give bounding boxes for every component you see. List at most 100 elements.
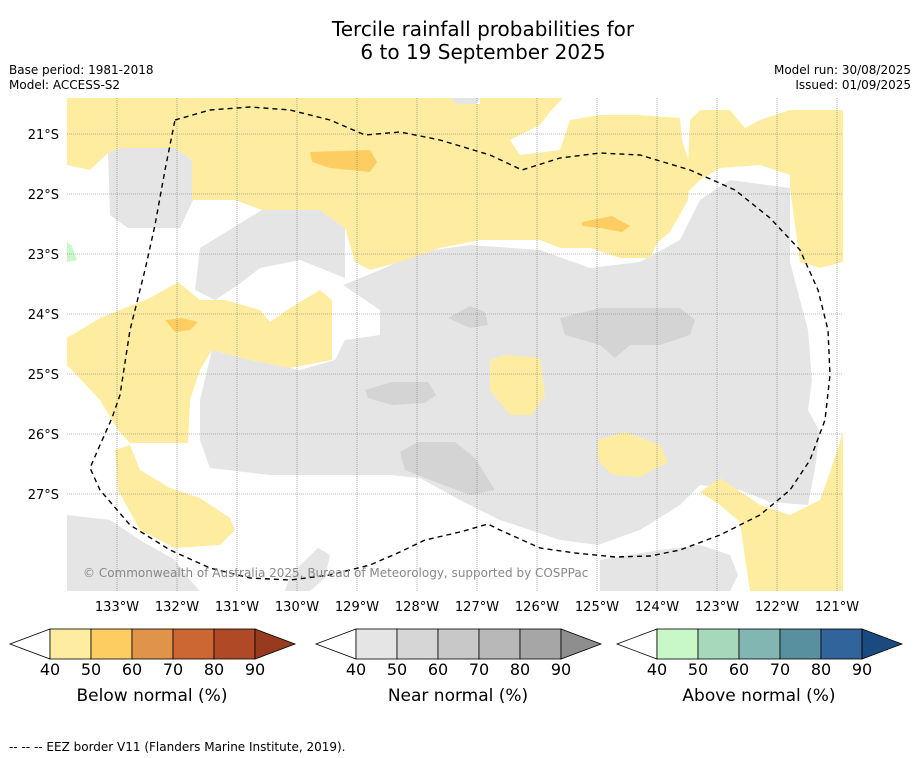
latitude-label: 24°S [28, 308, 59, 323]
above-normal-colorbar-label: Above normal (%) [682, 686, 836, 706]
model-name: Model: ACCESS-S2 [9, 78, 121, 92]
below-normal-colorbar-segment [90, 628, 133, 660]
gridlines [67, 98, 843, 591]
longitude-label: 130°W [275, 600, 319, 615]
below-normal-colorbar-tick: 60 [121, 660, 143, 679]
below-normal-region [685, 110, 843, 268]
near-normal-colorbar-max-extend [560, 628, 603, 660]
near-normal-50-region [365, 382, 436, 405]
below-normal-region [67, 282, 332, 443]
near-normal-colorbar-segment [437, 628, 480, 660]
near-normal-region [600, 545, 738, 591]
colorbars [8, 628, 904, 660]
longitude-label: 122°W [755, 600, 799, 615]
above-normal-colorbar-segment [738, 628, 781, 660]
above-normal-colorbar-min-extend [615, 628, 658, 660]
probability-shading [67, 98, 843, 591]
near-normal-colorbar-segment [355, 628, 398, 660]
below-normal-50-region [582, 216, 630, 232]
below-normal-region [700, 432, 843, 591]
above-normal-colorbar-segment [656, 628, 699, 660]
near-normal-50-region [448, 306, 488, 328]
above-normal-colorbar-tick: 60 [728, 660, 750, 679]
longitude-label: 132°W [155, 600, 199, 615]
above-normal-colorbar-segment [697, 628, 740, 660]
below-normal-colorbar-tick: 50 [80, 660, 102, 679]
run-info-right: Model run: 30/08/2025 Issued: 01/09/2025 [774, 63, 911, 93]
near-normal-colorbar-tick: 50 [386, 660, 408, 679]
below-normal-colorbar-tick: 80 [203, 660, 225, 679]
latitude-labels: 21°S 22°S 23°S 24°S 25°S 26°S 27°S [28, 128, 59, 503]
longitude-label: 131°W [215, 600, 259, 615]
above-normal-colorbar-tick: 40 [646, 660, 668, 679]
above-normal-colorbar-segment [779, 628, 822, 660]
model-run-date: Model run: 30/08/2025 [773, 63, 911, 77]
near-normal-region [108, 148, 194, 228]
below-normal-colorbar-segment [49, 628, 92, 660]
longitude-label: 125°W [575, 600, 619, 615]
title-line-2: 6 to 19 September 2025 [360, 40, 606, 64]
below-normal-region [490, 355, 545, 415]
longitude-label: 126°W [515, 600, 559, 615]
latitude-label: 25°S [28, 368, 59, 383]
below-normal-colorbar-min-extend [8, 628, 51, 660]
run-info-left: Base period: 1981-2018 Model: ACCESS-S2 [9, 63, 154, 93]
title-line-1: Tercile rainfall probabilities for [331, 17, 635, 41]
above-normal-colorbar-tick: 90 [851, 660, 873, 679]
eez-legend-text: -- -- -- EEZ border V11 (Flanders Marine… [9, 740, 346, 754]
near-normal-colorbar-tick: 70 [468, 660, 490, 679]
above-normal-colorbar-tick: 80 [810, 660, 832, 679]
below-normal-region [115, 445, 235, 548]
longitude-label: 129°W [335, 600, 379, 615]
below-normal-colorbar-segment [131, 628, 174, 660]
below-normal-colorbar-segment [213, 628, 256, 660]
longitude-label: 124°W [635, 600, 679, 615]
near-normal-colorbar-segment [478, 628, 521, 660]
latitude-label: 23°S [28, 248, 59, 263]
near-normal-50-region [560, 308, 695, 358]
copyright-notice: © Commonwealth of Australia 2025, Bureau… [83, 566, 588, 580]
near-normal-50-region [400, 442, 495, 495]
longitude-label: 133°W [95, 600, 139, 615]
above-normal-colorbar-tick: 50 [687, 660, 709, 679]
longitude-label: 128°W [395, 600, 439, 615]
above-normal-colorbar-segment [820, 628, 863, 660]
issued-date: Issued: 01/09/2025 [795, 78, 911, 92]
near-normal-colorbar-label: Near normal (%) [387, 686, 529, 706]
near-normal-colorbar-segment [396, 628, 439, 660]
below-normal-50-region [165, 318, 198, 332]
eez-border [89, 106, 831, 581]
longitude-label: 121°W [815, 600, 859, 615]
near-normal-colorbar-tick: 80 [509, 660, 531, 679]
below-normal-colorbar-tick: 70 [162, 660, 184, 679]
below-normal-region [598, 432, 668, 477]
below-normal-colorbar-tick: 90 [244, 660, 266, 679]
below-normal-colorbar-label: Below normal (%) [76, 686, 228, 706]
above-normal-colorbar-tick: 70 [769, 660, 791, 679]
near-normal-colorbar-tick: 40 [345, 660, 367, 679]
latitude-label: 26°S [28, 428, 59, 443]
near-normal-region [285, 548, 330, 591]
below-normal-50-region [310, 150, 377, 172]
below-normal-colorbar-segment [172, 628, 215, 660]
below-normal-colorbar-tick: 40 [39, 660, 61, 679]
near-normal-colorbar-tick: 90 [550, 660, 572, 679]
base-period: Base period: 1981-2018 [9, 63, 154, 77]
above-normal-region [67, 242, 77, 262]
near-normal-region [67, 515, 200, 591]
latitude-label: 27°S [28, 488, 59, 503]
above-normal-colorbar-max-extend [861, 628, 904, 660]
near-normal-region [452, 98, 480, 104]
below-normal-region [67, 98, 690, 270]
near-normal-colorbar-segment [519, 628, 562, 660]
longitude-label: 123°W [695, 600, 739, 615]
near-normal-colorbar-min-extend [314, 628, 357, 660]
longitude-label: 127°W [455, 600, 499, 615]
near-normal-colorbar-tick: 60 [427, 660, 449, 679]
latitude-label: 21°S [28, 128, 59, 143]
longitude-labels: 133°W 132°W 131°W 130°W 129°W 128°W 127°W 126°W… [95, 600, 859, 615]
near-normal-region [195, 210, 345, 300]
latitude-label: 22°S [28, 188, 59, 203]
map-title: Tercile rainfall probabilities for 6 to … [0, 18, 919, 64]
